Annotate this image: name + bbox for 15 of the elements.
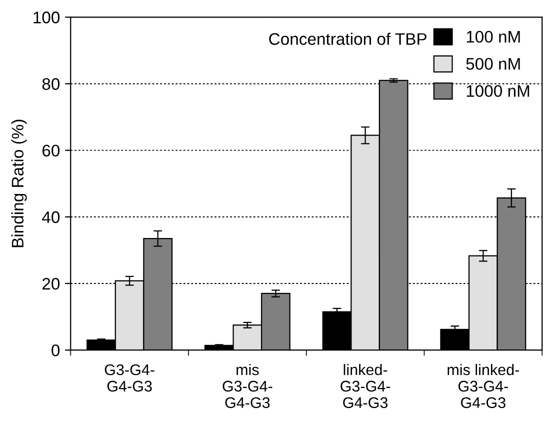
y-tick-label: 40 — [42, 211, 60, 224]
legend-label: 1000 nM — [466, 85, 530, 97]
x-tick-label: G3-G4- G4-G3 — [104, 364, 154, 392]
x-tick-label: mis linked- G3-G4- G4-G3 — [448, 364, 519, 408]
x-tick-label: mis G3-G4- G4-G3 — [222, 364, 272, 408]
legend-title: Concentration of TBP — [269, 32, 426, 45]
y-tick-label: 60 — [42, 144, 60, 157]
y-tick-label: 0 — [52, 344, 60, 356]
legend-label: 100 nM — [466, 30, 520, 43]
y-tick-label: 20 — [42, 278, 60, 290]
x-tick-label: linked- G3-G4- G4-G3 — [340, 364, 390, 408]
y-tick-label: 100 — [34, 12, 60, 24]
y-tick-label: 80 — [42, 78, 60, 90]
y-axis-title: Binding Ratio (%) — [11, 120, 27, 248]
legend-label: 500 nM — [466, 58, 520, 70]
